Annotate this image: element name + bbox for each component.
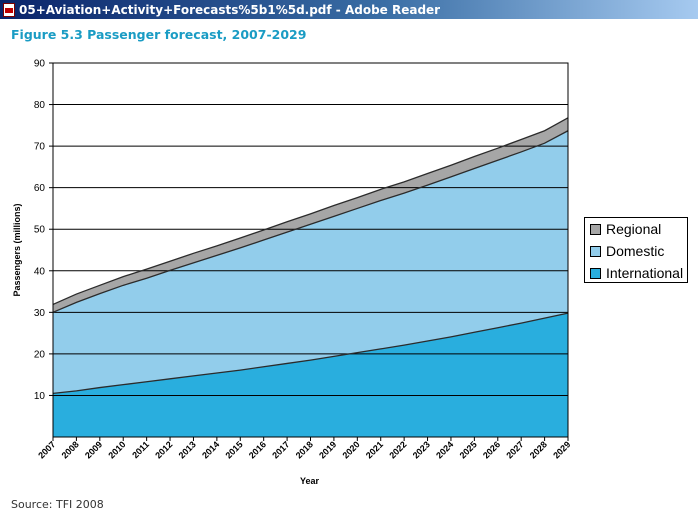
y-tick-label-90: 90 bbox=[34, 59, 46, 70]
legend-item-international: International bbox=[590, 265, 683, 281]
area-domestic bbox=[53, 130, 568, 394]
x-tick-label-2023: 2023 bbox=[411, 439, 432, 460]
x-tick-label-2012: 2012 bbox=[153, 439, 174, 460]
legend-label-domestic: Domestic bbox=[606, 243, 665, 259]
x-tick-label-2007: 2007 bbox=[36, 439, 57, 460]
legend-swatch-regional bbox=[590, 223, 601, 235]
x-tick-label-2017: 2017 bbox=[270, 439, 291, 460]
x-tick-label-2025: 2025 bbox=[458, 439, 479, 460]
y-tick-label-60: 60 bbox=[34, 183, 46, 194]
x-tick-label-2011: 2011 bbox=[130, 439, 151, 460]
y-tick-label-70: 70 bbox=[34, 142, 46, 153]
x-tick-label-2024: 2024 bbox=[434, 439, 455, 460]
line-domestic bbox=[52, 130, 569, 313]
legend-swatch-international bbox=[590, 267, 601, 279]
x-tick-label-2027: 2027 bbox=[504, 439, 525, 460]
x-tick-label-2019: 2019 bbox=[317, 439, 338, 460]
x-tick-label-2018: 2018 bbox=[294, 439, 315, 460]
window-titlebar: 05+Aviation+Activity+Forecasts%5b1%5d.pd… bbox=[0, 0, 698, 19]
x-tick-label-2013: 2013 bbox=[177, 439, 198, 460]
y-tick-label-80: 80 bbox=[34, 100, 46, 111]
chart-legend: Regional Domestic International bbox=[584, 217, 688, 283]
legend-swatch-domestic bbox=[590, 245, 601, 257]
x-tick-label-2015: 2015 bbox=[223, 439, 244, 460]
y-tick-label-20: 20 bbox=[34, 349, 46, 360]
area-regional bbox=[53, 117, 568, 313]
figure-source: Source: TFI 2008 bbox=[11, 498, 104, 511]
legend-label-regional: Regional bbox=[606, 221, 662, 237]
x-tick-label-2008: 2008 bbox=[60, 439, 81, 460]
x-tick-label-2021: 2021 bbox=[364, 439, 385, 460]
y-tick-label-30: 30 bbox=[34, 308, 46, 319]
window-title: 05+Aviation+Activity+Forecasts%5b1%5d.pd… bbox=[19, 2, 441, 17]
y-tick-label-50: 50 bbox=[34, 225, 46, 236]
x-axis-title: Year bbox=[300, 476, 320, 486]
x-tick-label-2010: 2010 bbox=[106, 439, 127, 460]
x-tick-label-2022: 2022 bbox=[387, 439, 408, 460]
line-international bbox=[52, 312, 569, 395]
figure-title: Figure 5.3 Passenger forecast, 2007-2029 bbox=[11, 27, 307, 42]
area-international bbox=[53, 313, 568, 437]
x-tick-label-2028: 2028 bbox=[528, 439, 549, 460]
line-regional bbox=[52, 117, 569, 306]
legend-item-domestic: Domestic bbox=[590, 243, 664, 259]
y-axis-title: Passengers (millions) bbox=[12, 203, 22, 296]
x-tick-label-2020: 2020 bbox=[340, 439, 361, 460]
y-tick-label-10: 10 bbox=[34, 391, 46, 402]
y-tick-label-40: 40 bbox=[34, 266, 46, 277]
x-tick-label-2016: 2016 bbox=[247, 439, 268, 460]
legend-item-regional: Regional bbox=[590, 221, 661, 237]
x-tick-label-2014: 2014 bbox=[200, 439, 221, 460]
x-tick-label-2026: 2026 bbox=[481, 439, 502, 460]
legend-label-international: International bbox=[606, 265, 684, 281]
x-tick-label-2029: 2029 bbox=[551, 439, 572, 460]
pdf-file-icon bbox=[3, 2, 15, 17]
x-tick-label-2009: 2009 bbox=[83, 439, 104, 460]
